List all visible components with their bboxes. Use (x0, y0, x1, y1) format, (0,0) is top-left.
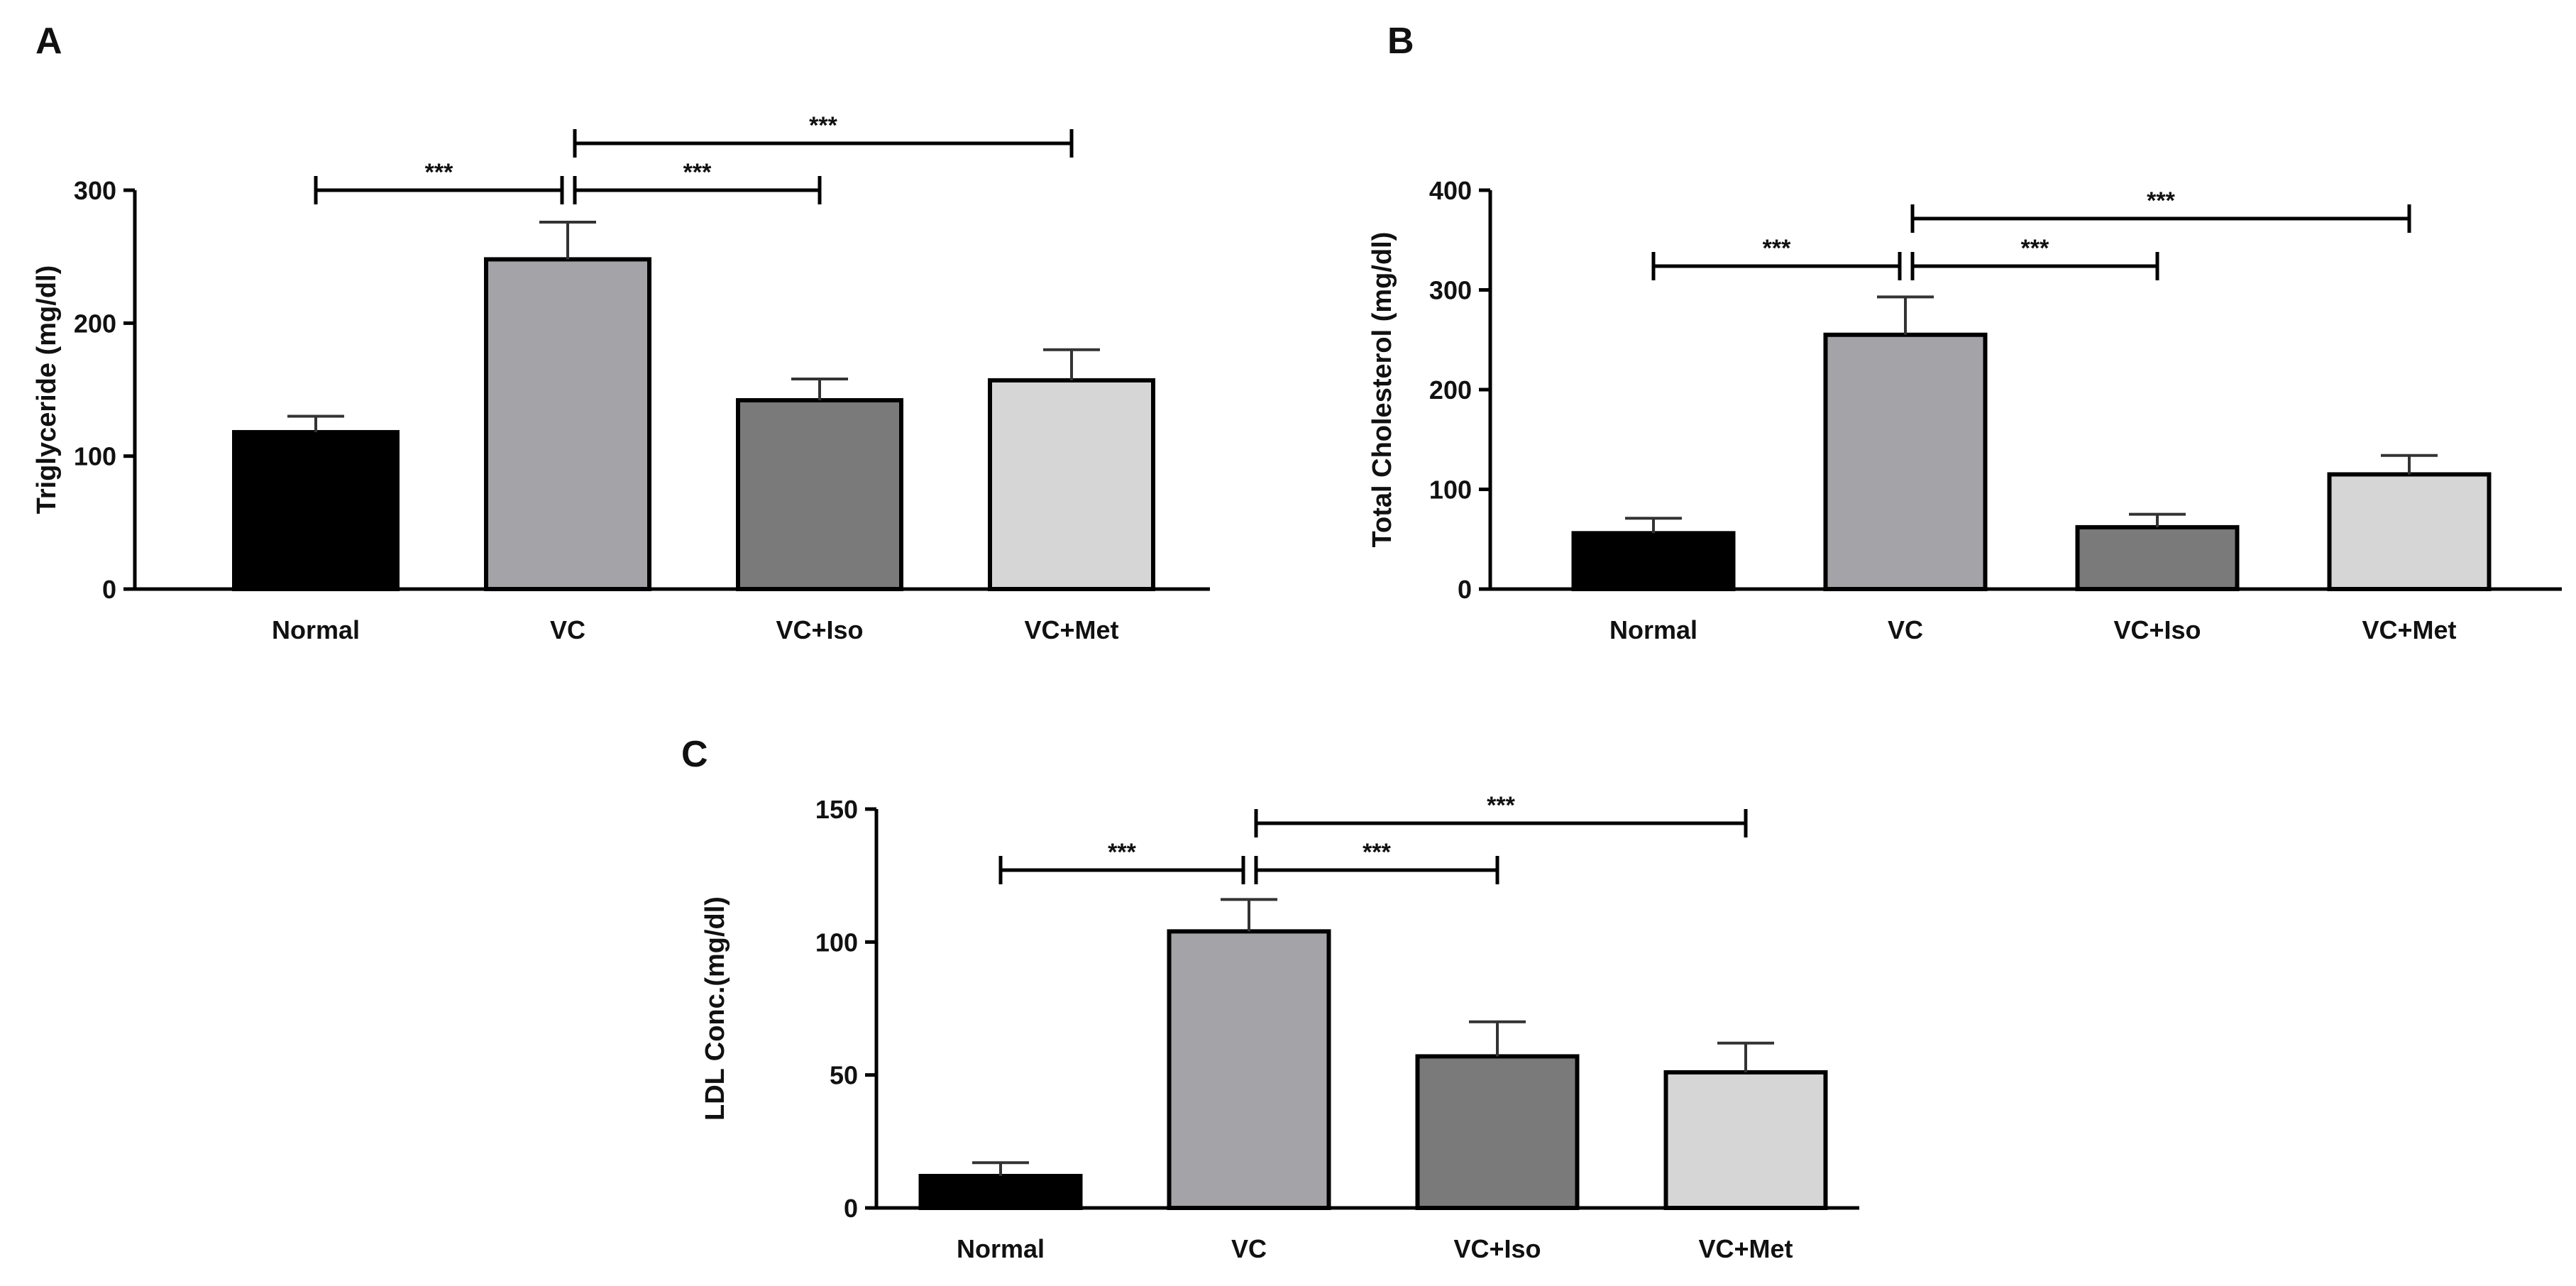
panel-a-sig-label: *** (683, 159, 712, 186)
panel-b-bar (1823, 332, 1988, 591)
panel-a-y-tick-label: 100 (74, 442, 116, 471)
panel-b-bar (2327, 472, 2492, 591)
panel-a-letter: A (35, 21, 62, 62)
panel-a-y-tick-label: 200 (74, 309, 116, 338)
panel-b-sig-label: *** (2021, 235, 2049, 262)
panel-a-bar (988, 378, 1155, 591)
panel-c-bar (1663, 1070, 1828, 1211)
panel-a-y-tick-label: 0 (102, 575, 116, 604)
panel-b-category-label: VC (1888, 615, 1923, 644)
panel-c-y-tick-label: 0 (844, 1194, 858, 1223)
panel-a-bar (484, 257, 651, 591)
panel-b-y-tick-label: 400 (1429, 176, 1472, 205)
panel-b-y-tick-label: 200 (1429, 375, 1472, 405)
panel-a-bar (232, 429, 400, 591)
panel-b-sig-label: *** (1763, 235, 1791, 262)
panel-c-y-tick-label: 100 (815, 928, 858, 957)
panel-b-sig-label: *** (2147, 187, 2175, 214)
panel-a-y-tick-label: 300 (74, 176, 116, 205)
panel-c-y-tick-label: 150 (815, 795, 858, 824)
panel-c-bar (918, 1174, 1083, 1211)
panel-c-bar (1167, 929, 1331, 1210)
panel-a-sig-label: *** (809, 112, 837, 139)
panel-b-category-label: Normal (1609, 615, 1697, 644)
panel-a-chart: 0 100 200 300 Triglyceride (mg/dl) Normal VC VC… (32, 112, 1210, 644)
panel-c-category-label: VC+Iso (1453, 1234, 1541, 1263)
panel-c-sig-label: *** (1487, 792, 1515, 819)
panel-a-category-label: VC+Met (1024, 615, 1118, 644)
panel-a-sig-label: *** (425, 159, 453, 186)
panel-b-chart: 0 100 200 300 400 Total Cholesterol (mg/dl) No… (1367, 176, 2562, 644)
panel-b-y-tick-label: 100 (1429, 476, 1472, 505)
panel-b-bar (1571, 531, 1736, 592)
panel-c-letter: C (681, 734, 708, 775)
panel-a-category-label: VC (550, 615, 585, 644)
panel-a-bar (736, 397, 903, 592)
panel-b-letter: B (1387, 21, 1414, 62)
panel-b-y-axis-title: Total Cholesterol (mg/dl) (1367, 232, 1397, 548)
panel-c-category-label: VC (1231, 1234, 1267, 1263)
panel-c-sig-label: *** (1108, 839, 1136, 866)
panel-c-chart: 0 50 100 150 LDL Conc.(mg/dl) Normal VC VC+Iso V… (700, 792, 1859, 1263)
panel-b-category-label: VC+Iso (2113, 615, 2201, 644)
panel-b-y-tick-label: 0 (1458, 575, 1472, 604)
panel-c-category-label: Normal (957, 1234, 1045, 1263)
panel-a-y-axis-title: Triglyceride (mg/dl) (32, 265, 62, 515)
panel-c-y-axis-title: LDL Conc.(mg/dl) (700, 896, 730, 1121)
panel-b-bar (2075, 524, 2240, 592)
panel-c-bar (1415, 1054, 1580, 1210)
panel-c-y-tick-label: 50 (830, 1061, 858, 1090)
panel-c-sig-label: *** (1363, 839, 1391, 866)
panel-c-category-label: VC+Met (1698, 1234, 1793, 1263)
panel-a-category-label: Normal (272, 615, 360, 644)
panel-b-y-tick-label: 300 (1429, 276, 1472, 305)
panel-a-category-label: VC+Iso (776, 615, 863, 644)
panel-b-category-label: VC+Met (2362, 615, 2456, 644)
